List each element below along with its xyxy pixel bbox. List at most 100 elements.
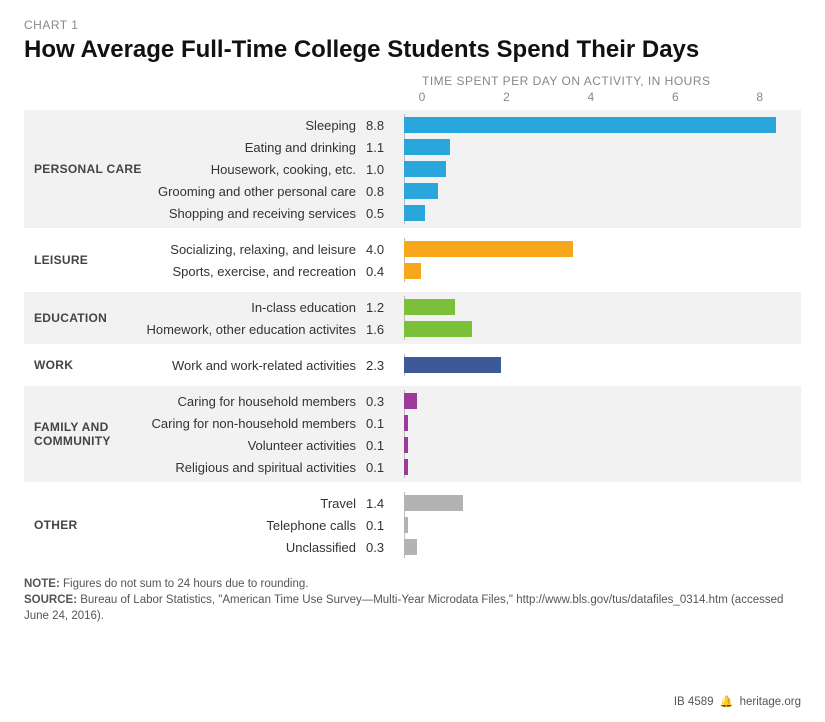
row-value: 2.3 — [366, 358, 400, 373]
bar-row: Housework, cooking, etc.1.0 — [144, 158, 801, 180]
row-label: Sleeping — [144, 118, 366, 133]
bar-area — [404, 136, 801, 158]
row-label: Caring for household members — [144, 394, 366, 409]
bar — [404, 299, 455, 315]
bar-row: Caring for non-household members0.1 — [144, 412, 801, 434]
bar-area — [404, 412, 801, 434]
bar-row: Unclassified0.3 — [144, 536, 801, 558]
bar — [404, 517, 408, 533]
chart-title: How Average Full-Time College Students S… — [24, 36, 801, 64]
chart-body: PERSONAL CARE Sleeping8.8Eating and drink… — [24, 110, 801, 562]
bar-row: Volunteer activities0.1 — [144, 434, 801, 456]
row-label: Unclassified — [144, 540, 366, 555]
row-label: Volunteer activities — [144, 438, 366, 453]
bar-area — [404, 456, 801, 478]
bar — [404, 437, 408, 453]
bar — [404, 415, 408, 431]
bar-area — [404, 202, 801, 224]
note-text: Figures do not sum to 24 hours due to ro… — [63, 578, 309, 590]
group: OTHERTravel1.4Telephone calls0.1Unclassi… — [24, 488, 801, 562]
row-value: 1.2 — [366, 300, 400, 315]
row-label: Shopping and receiving services — [144, 206, 366, 221]
bar-area — [404, 318, 801, 340]
row-value: 1.4 — [366, 496, 400, 511]
footer: IB 4589 🔔 heritage.org — [674, 695, 801, 708]
bar-row: Grooming and other personal care0.8 — [144, 180, 801, 202]
bar — [404, 205, 425, 221]
group-label: FAMILY AND COMMUNITY — [24, 420, 144, 449]
bar-row: Socializing, relaxing, and leisure4.0 — [144, 238, 801, 260]
row-value: 0.8 — [366, 184, 400, 199]
row-label: Grooming and other personal care — [144, 184, 366, 199]
axis-title: TIME SPENT PER DAY ON ACTIVITY, IN HOURS — [24, 74, 801, 88]
bar-row: Telephone calls0.1 — [144, 514, 801, 536]
bar — [404, 161, 446, 177]
axis-tick: 2 — [503, 90, 510, 104]
group: WORKWork and work-related activities2.3 — [24, 350, 801, 380]
bar — [404, 321, 472, 337]
row-label: Caring for non-household members — [144, 416, 366, 431]
bar — [404, 539, 417, 555]
group: PERSONAL CARE Sleeping8.8Eating and drink… — [24, 110, 801, 228]
bar-area — [404, 434, 801, 456]
bar-area — [404, 158, 801, 180]
row-label: Housework, cooking, etc. — [144, 162, 366, 177]
row-value: 4.0 — [366, 242, 400, 257]
row-value: 1.0 — [366, 162, 400, 177]
row-value: 0.4 — [366, 264, 400, 279]
row-value: 0.3 — [366, 540, 400, 555]
row-value: 0.1 — [366, 460, 400, 475]
bar — [404, 357, 501, 373]
row-value: 0.1 — [366, 438, 400, 453]
axis-tick: 0 — [419, 90, 426, 104]
bar — [404, 263, 421, 279]
bar-row: In-class education1.2 — [144, 296, 801, 318]
bar — [404, 393, 417, 409]
group: LEISURESocializing, relaxing, and leisur… — [24, 234, 801, 286]
bar-row: Sleeping8.8 — [144, 114, 801, 136]
bar — [404, 495, 463, 511]
bell-icon: 🔔 — [720, 695, 734, 708]
group-label: EDUCATION — [24, 311, 144, 325]
row-value: 1.1 — [366, 140, 400, 155]
bar-area — [404, 180, 801, 202]
bar — [404, 459, 408, 475]
bar-row: Travel1.4 — [144, 492, 801, 514]
footer-id: IB 4589 — [674, 696, 714, 708]
row-label: Travel — [144, 496, 366, 511]
group-label: PERSONAL CARE — [24, 162, 144, 176]
row-label: Socializing, relaxing, and leisure — [144, 242, 366, 257]
row-label: Work and work-related activities — [144, 358, 366, 373]
row-value: 0.5 — [366, 206, 400, 221]
bar-row: Caring for household members0.3 — [144, 390, 801, 412]
row-label: Telephone calls — [144, 518, 366, 533]
bar-row: Sports, exercise, and recreation0.4 — [144, 260, 801, 282]
row-value: 1.6 — [366, 322, 400, 337]
bar-row: Shopping and receiving services0.5 — [144, 202, 801, 224]
row-label: Sports, exercise, and recreation — [144, 264, 366, 279]
notes: NOTE: Figures do not sum to 24 hours due… — [24, 576, 801, 624]
bar-row: Eating and drinking1.1 — [144, 136, 801, 158]
bar-area — [404, 238, 801, 260]
bar-row: Homework, other education activites1.6 — [144, 318, 801, 340]
bar-row: Religious and spiritual activities0.1 — [144, 456, 801, 478]
group: EDUCATIONIn-class education1.2Homework, … — [24, 292, 801, 344]
bar-area — [404, 536, 801, 558]
axis-tick: 8 — [756, 90, 763, 104]
bar-area — [404, 260, 801, 282]
bar-area — [404, 296, 801, 318]
row-label: Religious and spiritual activities — [144, 460, 366, 475]
group-label: OTHER — [24, 518, 144, 532]
bar-area — [404, 492, 801, 514]
axis-ticks: 02468 — [24, 90, 801, 108]
group-label: LEISURE — [24, 253, 144, 267]
group-label: WORK — [24, 358, 144, 372]
bar-area — [404, 390, 801, 412]
axis-tick: 4 — [588, 90, 595, 104]
row-value: 0.1 — [366, 518, 400, 533]
note-label: NOTE: — [24, 578, 60, 590]
source-text: Bureau of Labor Statistics, "American Ti… — [24, 594, 783, 622]
row-value: 0.1 — [366, 416, 400, 431]
bar-area — [404, 114, 801, 136]
source-label: SOURCE: — [24, 594, 77, 606]
